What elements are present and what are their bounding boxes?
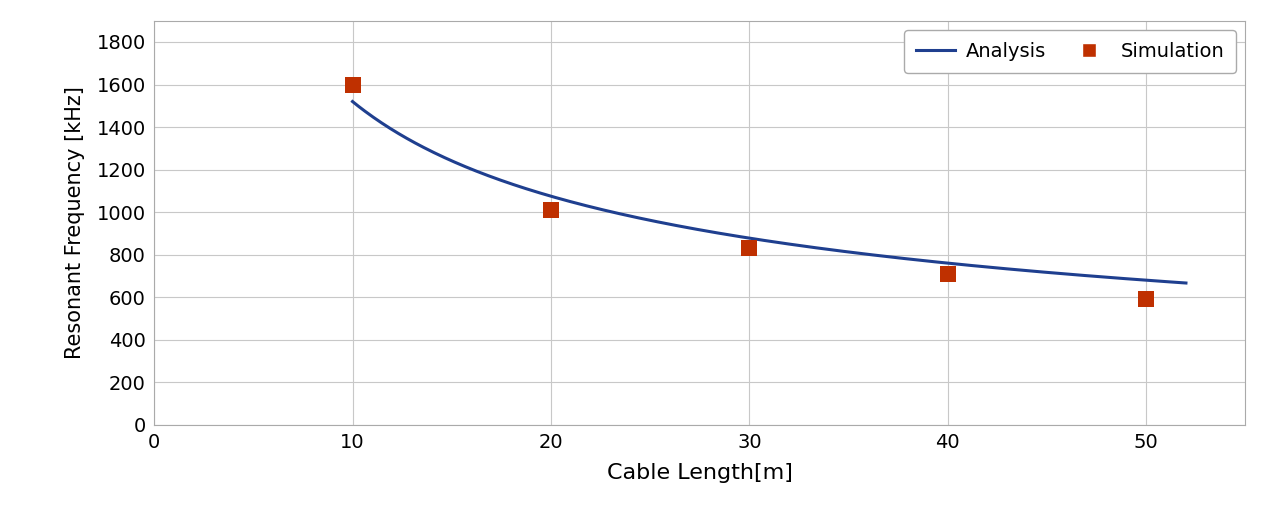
Legend: Analysis, Simulation: Analysis, Simulation [904,31,1235,73]
Y-axis label: Resonant Frequency [kHz]: Resonant Frequency [kHz] [65,87,85,359]
Simulation [937,270,958,278]
Simulation [1136,295,1157,304]
Analysis [950,261,966,267]
Simulation [541,206,561,214]
Simulation [343,80,363,89]
Analysis [446,158,461,164]
Simulation [740,244,760,252]
Analysis [1179,280,1194,286]
X-axis label: Cable Length[m]: Cable Length[m] [607,463,792,483]
Analysis [675,224,691,230]
Analysis [869,252,885,258]
Analysis [946,261,962,267]
Analysis [616,212,632,218]
Analysis [345,98,361,105]
Line: Analysis: Analysis [353,102,1186,283]
